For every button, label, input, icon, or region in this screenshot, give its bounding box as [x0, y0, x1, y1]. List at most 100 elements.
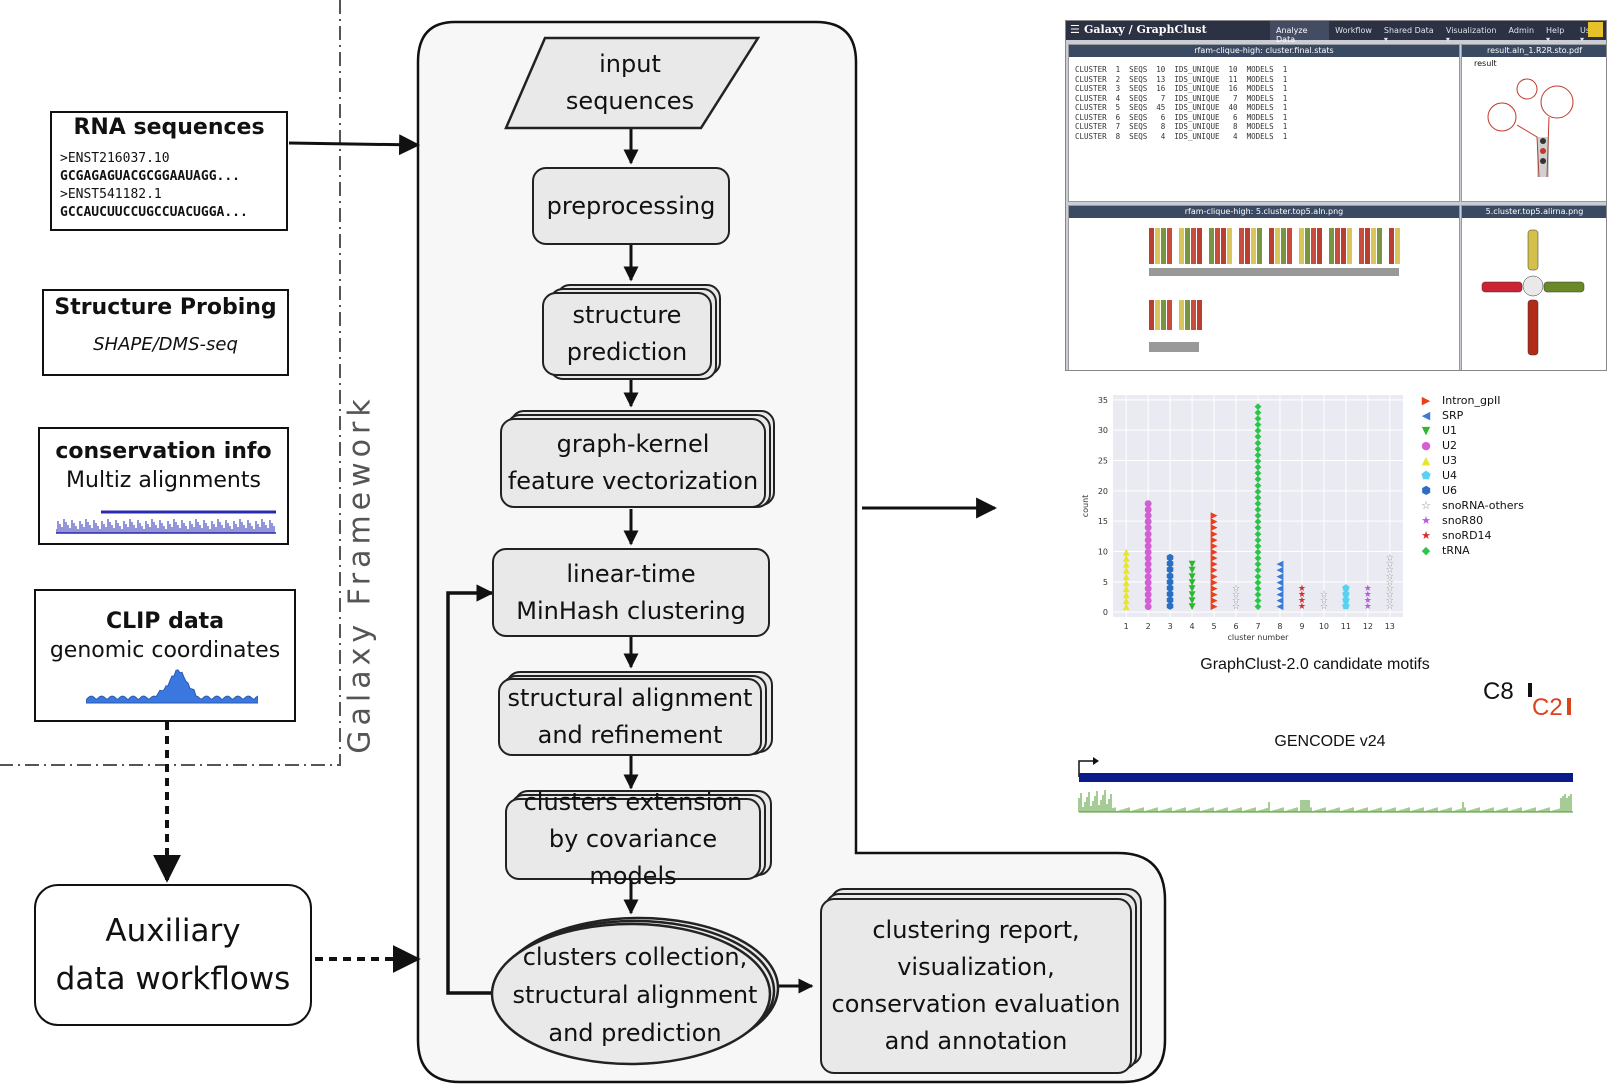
conservation-track — [1078, 790, 1572, 812]
chart-point-u2: ● — [1144, 560, 1152, 570]
chart-x-tick-label: 7 — [1255, 622, 1260, 631]
chart-point-trna: ◆ — [1255, 450, 1262, 460]
chart-point-u3: ▲ — [1123, 590, 1130, 600]
chart-point-intron-gpii: ▶ — [1211, 602, 1218, 612]
chart-point-trna: ◆ — [1255, 578, 1262, 588]
chart-point-u1: ▼ — [1189, 560, 1196, 570]
galaxy-nav-item[interactable]: Admin — [1508, 26, 1535, 35]
alirna-structure-image — [1481, 229, 1585, 356]
legend-marker-icon: ★ — [1421, 514, 1431, 527]
chart-point-trna: ◆ — [1255, 408, 1262, 418]
galaxy-boundary — [0, 0, 341, 766]
chart-point-u3: ▲ — [1123, 554, 1130, 564]
cluster-c2-label: C2 — [1532, 694, 1563, 721]
rna-sequence-list: >ENST216037.10 GCGAGAGUACGCGGAAUAGG... >EN… — [60, 150, 278, 222]
stats-row: CLUSTER 6 SEQS 6 IDS_UNIQUE 6 MODELS 1 — [1075, 112, 1288, 122]
chart-point-u2: ● — [1144, 602, 1152, 612]
chart-x-tick-label: 12 — [1363, 622, 1373, 631]
chart-point-srp: ◀ — [1277, 560, 1284, 570]
r2r-panel-title: result.aln_1.R2R.sto.pdf — [1462, 45, 1606, 57]
clusters-collection-step: clusters collection, structural alignmen… — [512, 943, 758, 1047]
stats-panel-title: rfam-clique-high: cluster.final.stats — [1069, 45, 1459, 57]
galaxy-nav-item[interactable]: Analyze Data — [1270, 21, 1330, 44]
chart-point-u1: ▼ — [1189, 578, 1196, 588]
legend-label: snoRD14 — [1442, 529, 1492, 542]
chart-point-intron-gpii: ▶ — [1211, 529, 1218, 539]
clustering-report-step: clustering report, visualization, conser… — [820, 898, 1132, 1074]
chart-point-u2: ● — [1144, 505, 1152, 515]
chart-point-trna: ◆ — [1255, 505, 1262, 515]
chart-y-axis-label: count — [1081, 495, 1090, 518]
chart-point-trna: ◆ — [1255, 535, 1262, 545]
stats-panel: rfam-clique-high: cluster.final.stats CL… — [1068, 44, 1460, 202]
chart-point-u6: ⬢ — [1166, 596, 1174, 606]
chart-point-trna: ◆ — [1255, 566, 1262, 576]
structure-prediction-step: structure prediction — [542, 292, 712, 376]
chart-point-u6: ⬢ — [1166, 560, 1174, 570]
chart-point-srp: ◀ — [1277, 584, 1284, 594]
chart-point-u3: ▲ — [1123, 584, 1130, 594]
chart-point-trna: ◆ — [1255, 402, 1262, 412]
legend-item: ⬟ U4 — [1418, 469, 1457, 482]
chart-point-u1: ▼ — [1189, 596, 1196, 606]
chart-point-snorna-others: ☆ — [1386, 572, 1394, 582]
chart-point-u6: ⬢ — [1166, 572, 1174, 582]
structure-probing-box: Structure Probing SHAPE/DMS-seq — [42, 289, 289, 376]
galaxy-nav-item[interactable]: Help ▾ — [1546, 26, 1565, 44]
stats-row: CLUSTER 2 SEQS 13 IDS_UNIQUE 11 MODELS 1 — [1075, 74, 1288, 84]
legend-label: snoRNA-others — [1442, 499, 1524, 512]
legend-item: ⬢ U6 — [1418, 484, 1457, 497]
chart-point-trna: ◆ — [1255, 560, 1262, 570]
chart-point-intron-gpii: ▶ — [1211, 578, 1218, 588]
chart-point-snorna-others: ☆ — [1386, 596, 1394, 606]
rna-sequence-line: >ENST216037.10 — [60, 151, 170, 166]
chart-x-axis-label: cluster number — [1228, 633, 1290, 642]
chart-point-trna: ◆ — [1255, 596, 1262, 606]
legend-marker-icon: ▲ — [1421, 454, 1431, 467]
chart-point-trna: ◆ — [1255, 572, 1262, 582]
chart-x-tick-label: 4 — [1190, 622, 1195, 631]
gencode-gene-bar — [1079, 773, 1573, 782]
chart-x-tick-label: 13 — [1385, 622, 1395, 631]
galaxy-menu-icon[interactable]: ☰ — [1070, 23, 1080, 36]
collection-shape — [490, 922, 772, 1066]
stats-row: CLUSTER 1 SEQS 10 IDS_UNIQUE 10 MODELS 1 — [1075, 65, 1288, 74]
galaxy-nav-item[interactable]: Visualization ▾ — [1445, 26, 1497, 44]
chart-point-u2: ● — [1144, 535, 1152, 545]
chart-point-intron-gpii: ▶ — [1211, 523, 1218, 533]
chart-point-intron-gpii: ▶ — [1211, 535, 1218, 545]
feedback-loop-arrow — [446, 584, 494, 995]
chart-point-intron-gpii: ▶ — [1211, 541, 1218, 551]
chart-point-intron-gpii: ▶ — [1211, 560, 1218, 570]
input-sequences-label: input sequences — [565, 50, 695, 115]
galaxy-framework-label: Galaxy Framework — [342, 394, 378, 754]
galaxy-nav-item[interactable]: Shared Data ▾ — [1383, 26, 1434, 44]
chart-point-trna: ◆ — [1255, 517, 1262, 527]
alignment-panel: rfam-clique-high: 5.cluster.top5.aln.png — [1068, 205, 1460, 370]
chart-point-u2: ● — [1144, 499, 1152, 509]
feature-vectorization-step: graph-kernel feature vectorization — [500, 418, 766, 508]
chart-x-tick-label: 5 — [1212, 622, 1217, 631]
chart-point-snorna-others: ☆ — [1386, 560, 1394, 570]
input-arrow — [288, 134, 421, 156]
chart-point-snorna-others: ☆ — [1386, 566, 1394, 576]
galaxy-nav-item[interactable]: Workflow — [1335, 26, 1372, 35]
chart-point-u3: ▲ — [1123, 566, 1130, 576]
cluster-c2-marker — [1567, 698, 1571, 715]
chart-x-tick-label: 2 — [1146, 622, 1151, 631]
galaxy-brand[interactable]: Galaxy / GraphClust — [1084, 23, 1207, 36]
galaxy-ui-screenshot: ☰ Galaxy / GraphClust Analyze Data Workfl… — [1065, 20, 1607, 371]
rna-sequence-line: GCCAUCUUCCUGCCUACUGGA... — [60, 205, 248, 220]
chart-point-srp: ◀ — [1277, 602, 1284, 612]
chart-point-snorna-others: ☆ — [1386, 554, 1394, 564]
chart-point-srp: ◀ — [1277, 596, 1284, 606]
chart-point-u2: ● — [1144, 596, 1152, 606]
galaxy-apps-icon[interactable] — [1588, 22, 1603, 37]
legend-label: U2 — [1442, 439, 1458, 452]
chart-point-u3: ▲ — [1123, 547, 1130, 557]
legend-label: U4 — [1442, 469, 1458, 482]
chart-point-snord14: ★ — [1298, 584, 1306, 594]
chart-point-trna: ◆ — [1255, 511, 1262, 521]
chart-point-u2: ● — [1144, 584, 1152, 594]
chart-point-u2: ● — [1144, 554, 1152, 564]
